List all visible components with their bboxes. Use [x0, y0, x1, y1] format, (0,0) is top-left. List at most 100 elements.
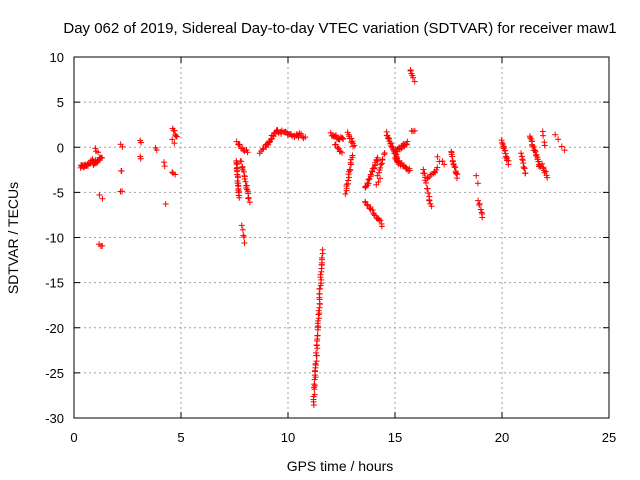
data-point	[424, 185, 431, 192]
data-point	[119, 143, 126, 150]
data-point	[238, 158, 245, 165]
data-point	[542, 168, 549, 175]
data-point	[474, 180, 481, 187]
data-point	[118, 167, 125, 174]
data-point	[246, 199, 253, 206]
data-point	[552, 131, 559, 138]
data-point	[432, 169, 439, 176]
data-point	[333, 132, 340, 139]
data-point	[366, 175, 373, 182]
data-point	[169, 169, 176, 176]
data-point	[171, 127, 178, 134]
data-point	[369, 207, 376, 214]
y-tick-label: -10	[45, 231, 64, 246]
data-point	[99, 242, 106, 249]
x-tick-label: 10	[281, 430, 295, 445]
y-tick-label: -30	[45, 411, 64, 426]
data-point	[335, 145, 342, 152]
data-point	[407, 67, 414, 74]
data-point	[410, 74, 417, 81]
data-point	[314, 332, 321, 339]
data-point	[453, 175, 460, 182]
data-point	[316, 286, 323, 293]
data-point	[236, 141, 243, 148]
data-point	[169, 136, 176, 143]
data-point	[160, 159, 167, 166]
data-point	[499, 139, 506, 146]
data-point	[406, 167, 413, 174]
data-point	[505, 161, 512, 168]
data-point	[138, 139, 145, 146]
data-point	[319, 246, 326, 253]
data-point	[241, 176, 248, 183]
data-point	[389, 143, 396, 150]
x-tick-label: 0	[70, 430, 77, 445]
y-tick-label: 0	[57, 140, 64, 155]
data-point	[558, 143, 565, 150]
data-point	[379, 156, 386, 163]
data-point	[370, 165, 377, 172]
data-point	[345, 177, 352, 184]
data-point	[374, 154, 381, 161]
data-point	[477, 206, 484, 213]
data-point	[311, 367, 318, 374]
data-point	[411, 78, 418, 85]
data-point	[381, 149, 388, 156]
data-point	[366, 205, 373, 212]
y-tick-label: -5	[52, 185, 64, 200]
data-point	[377, 164, 384, 171]
data-point	[522, 170, 529, 177]
data-point	[519, 156, 526, 163]
data-point	[424, 175, 431, 182]
data-point	[476, 202, 483, 209]
x-tick-label: 5	[177, 430, 184, 445]
data-point	[317, 271, 324, 278]
data-point	[153, 146, 160, 153]
data-point	[282, 128, 289, 135]
data-point	[241, 240, 248, 247]
data-point	[375, 179, 382, 186]
data-point	[561, 147, 568, 154]
data-point	[475, 197, 482, 204]
data-point	[347, 167, 354, 174]
data-point	[313, 358, 320, 365]
data-point	[313, 349, 320, 356]
data-point	[428, 203, 435, 210]
data-point	[385, 134, 392, 141]
data-point	[266, 138, 273, 145]
x-tick-label: 25	[602, 430, 616, 445]
data-point	[441, 161, 448, 168]
y-tick-label: -25	[45, 366, 64, 381]
data-point	[439, 158, 446, 165]
data-point	[92, 145, 99, 152]
data-point	[172, 171, 179, 178]
data-point	[259, 146, 266, 153]
x-axis-label: GPS time / hours	[287, 458, 394, 474]
data-point	[421, 170, 428, 177]
data-point	[161, 163, 168, 170]
data-point	[378, 223, 385, 230]
data-point	[395, 159, 402, 166]
data-point	[314, 345, 321, 352]
data-point	[501, 147, 508, 154]
data-point	[479, 214, 486, 221]
data-point	[315, 317, 322, 324]
data-point	[425, 190, 432, 197]
data-point	[411, 127, 418, 134]
data-point	[302, 134, 309, 141]
y-tick-label: -20	[45, 321, 64, 336]
data-point	[518, 150, 525, 157]
y-axis-label: SDTVAR / TECUs	[5, 182, 21, 294]
data-point	[473, 172, 480, 179]
data-point	[520, 164, 527, 171]
grid	[74, 57, 609, 418]
data-point	[95, 149, 102, 156]
data-point	[377, 217, 384, 224]
data-point	[318, 254, 325, 261]
data-point	[236, 194, 243, 201]
data-points	[77, 67, 568, 409]
data-point	[318, 276, 325, 283]
data-point	[363, 201, 370, 208]
data-point	[426, 197, 433, 204]
